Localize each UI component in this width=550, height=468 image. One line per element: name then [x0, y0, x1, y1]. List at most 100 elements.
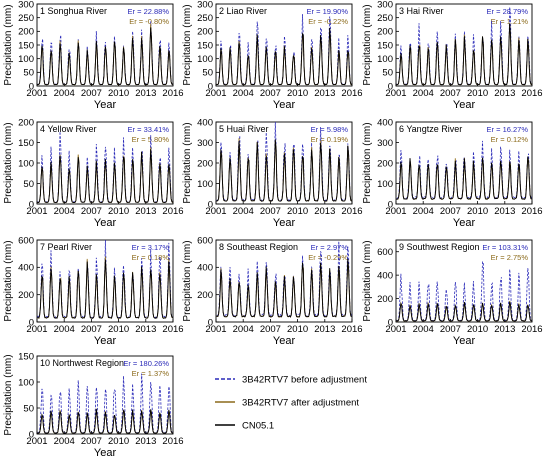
y-tick-label: 400 — [197, 117, 213, 128]
x-tick-label: 2004 — [233, 88, 254, 99]
er-after-label: Er = 1.37% — [132, 369, 170, 378]
series-cn05 — [37, 408, 173, 434]
x-axis-label: Year — [94, 335, 117, 347]
x-tick-label: 2013 — [314, 324, 335, 335]
x-tick-label: 2004 — [413, 88, 434, 99]
y-tick-label: 0 — [388, 199, 393, 210]
series-before-adjustment — [396, 261, 532, 322]
legend-label: 3B42RTV7 before adjustment — [242, 375, 367, 386]
legend: 3B42RTV7 before adjustment 3B42RTV7 after… — [215, 375, 367, 432]
x-axis-label: Year — [453, 217, 476, 229]
series-cn05 — [37, 27, 173, 86]
er-after-label: Er = -0.22% — [308, 17, 348, 26]
series-cn05 — [216, 258, 352, 318]
series-cn05 — [37, 149, 173, 203]
x-tick-label: 2007 — [440, 206, 461, 217]
y-tick-label: 600 — [197, 235, 213, 246]
x-tick-label: 2010 — [467, 324, 488, 335]
series-before-adjustment — [37, 373, 173, 434]
x-tick-label: 2016 — [162, 324, 183, 335]
x-tick-label: 2013 — [494, 324, 515, 335]
x-tick-label: 2010 — [108, 436, 129, 447]
y-tick-label: 50 — [23, 68, 34, 79]
y-axis-label: Precipitation (mm) — [182, 122, 193, 203]
x-tick-label: 2004 — [54, 206, 75, 217]
x-tick-label: 2001 — [205, 324, 226, 335]
y-tick-label: 50 — [382, 68, 393, 79]
er-after-label: Er = 0.12% — [491, 135, 529, 144]
x-tick-label: 2001 — [385, 324, 406, 335]
panel-7: 0 200 400 600 2001 2004 2007 2010 2013 2016 Year Pr… — [3, 235, 184, 347]
panel-title: 6 Yangtze River — [399, 124, 462, 134]
panel-title: 2 Liao River — [219, 6, 267, 16]
y-tick-label: 100 — [197, 179, 213, 190]
x-tick-label: 2001 — [26, 88, 47, 99]
y-tick-label: 50 — [23, 179, 34, 190]
x-axis-label: Year — [273, 99, 296, 111]
x-tick-label: 2007 — [81, 436, 102, 447]
er-before-label: Er = 2.97% — [311, 243, 349, 252]
y-axis-label: Precipitation (mm) — [362, 4, 373, 85]
y-tick-label: 300 — [377, 138, 393, 149]
er-before-label: Er = 103.31% — [482, 243, 528, 252]
x-tick-label: 2004 — [54, 88, 75, 99]
x-tick-label: 2010 — [287, 88, 308, 99]
y-axis-label: Precipitation (mm) — [3, 122, 14, 203]
er-before-label: Er = 3.17% — [132, 243, 170, 252]
x-tick-label: 2007 — [81, 206, 102, 217]
x-axis-label: Year — [453, 99, 476, 111]
y-axis-label: Precipitation (mm) — [3, 354, 14, 435]
x-tick-label: 2010 — [287, 206, 308, 217]
plot-frame — [36, 239, 174, 323]
er-before-label: Er = 19.90% — [307, 7, 349, 16]
y-tick-label: 0 — [208, 199, 213, 210]
y-tick-label: 150 — [18, 351, 34, 362]
er-after-label: Er = -0.80% — [129, 17, 169, 26]
y-tick-label: 100 — [18, 377, 34, 388]
panel-title: 9 Southwest Region — [399, 242, 480, 252]
y-tick-label: 0 — [29, 429, 34, 440]
x-tick-label: 2007 — [440, 88, 461, 99]
y-axis-label: Precipitation (mm) — [3, 4, 14, 85]
panel-6: 0 100 200 300 400 2001 2004 2007 2010 2013 2016 Yea… — [362, 117, 543, 229]
y-tick-label: 250 — [18, 13, 34, 24]
y-tick-label: 200 — [18, 27, 34, 38]
panel-5: 0 100 200 300 400 2001 2004 2007 2010 2013 2016 Yea… — [182, 117, 363, 229]
y-tick-label: 200 — [377, 27, 393, 38]
y-tick-label: 150 — [18, 138, 34, 149]
x-axis-label: Year — [273, 217, 296, 229]
y-tick-label: 100 — [197, 54, 213, 65]
x-tick-label: 2013 — [494, 206, 515, 217]
x-axis-label: Year — [94, 447, 117, 459]
x-tick-label: 2016 — [162, 206, 183, 217]
er-before-label: Er = 180.26% — [123, 359, 169, 368]
y-tick-label: 250 — [197, 13, 213, 24]
y-tick-label: 400 — [377, 117, 393, 128]
panel-title: 8 Southeast Region — [219, 242, 298, 252]
y-tick-label: 0 — [208, 81, 213, 92]
y-tick-label: 400 — [197, 263, 213, 274]
y-tick-label: 200 — [18, 117, 34, 128]
y-tick-label: 150 — [18, 40, 34, 51]
y-tick-label: 200 — [377, 158, 393, 169]
x-tick-label: 2004 — [54, 324, 75, 335]
y-tick-label: 600 — [18, 235, 34, 246]
er-after-label: Er = 0.19% — [311, 135, 349, 144]
legend-label: CN05.1 — [242, 421, 274, 432]
y-tick-label: 300 — [18, 0, 34, 10]
x-axis-label: Year — [94, 217, 117, 229]
panel-title: 7 Pearl River — [40, 242, 92, 252]
x-tick-label: 2016 — [521, 88, 542, 99]
y-tick-label: 100 — [377, 54, 393, 65]
panel-title: 10 Northwest Region — [40, 358, 124, 368]
x-tick-label: 2007 — [260, 324, 281, 335]
y-axis-label: Precipitation (mm) — [182, 240, 193, 321]
x-tick-label: 2007 — [81, 324, 102, 335]
x-tick-label: 2004 — [413, 206, 434, 217]
y-tick-label: 50 — [23, 403, 34, 414]
x-tick-label: 2016 — [521, 324, 542, 335]
x-tick-label: 2004 — [233, 324, 254, 335]
er-before-label: Er = 22.88% — [128, 7, 170, 16]
x-tick-label: 2016 — [341, 206, 362, 217]
x-tick-label: 2010 — [287, 324, 308, 335]
